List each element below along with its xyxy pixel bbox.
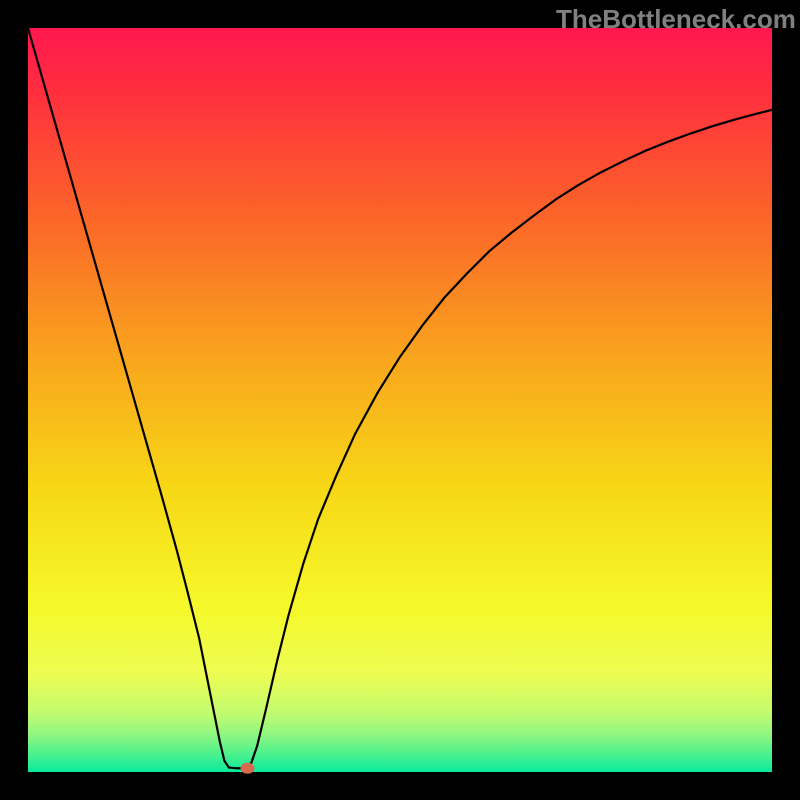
plot-area bbox=[28, 28, 772, 772]
chart-frame: TheBottleneck.com bbox=[0, 0, 800, 800]
curve-layer bbox=[28, 28, 772, 772]
minimum-marker bbox=[240, 763, 254, 774]
watermark: TheBottleneck.com bbox=[556, 4, 796, 35]
gradient-background bbox=[28, 28, 772, 772]
